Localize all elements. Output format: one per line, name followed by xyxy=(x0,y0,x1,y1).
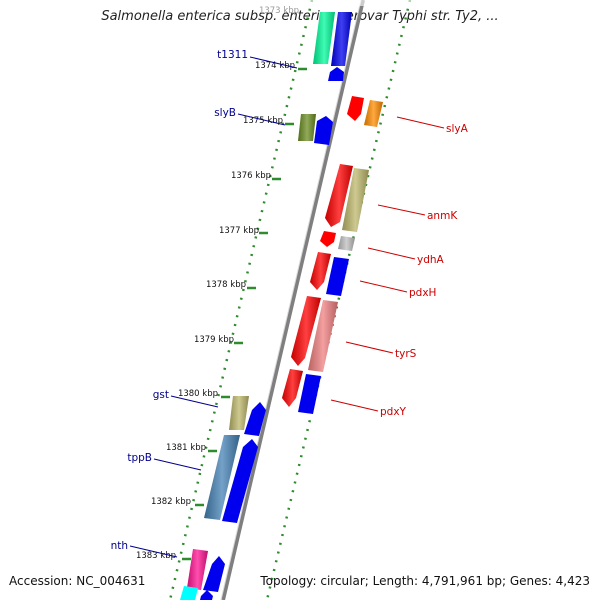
label-t1311: t1311 xyxy=(217,49,248,61)
top-fade xyxy=(300,0,420,6)
tick-label-1380: 1380 kbp xyxy=(178,389,218,399)
label-tyrS: tyrS xyxy=(395,348,417,360)
gene-red-pdxY-shade xyxy=(282,369,303,407)
gene-blue-tppB xyxy=(222,439,258,523)
gene-red-pdxH-shade xyxy=(310,252,331,290)
label-tppB: tppB xyxy=(127,452,152,464)
gene-ydhA-shade xyxy=(338,236,355,251)
leader-anmK xyxy=(377,204,426,216)
gene-blue-bottom xyxy=(200,590,213,600)
gene-slyB-shade xyxy=(298,114,316,141)
accession-text: Accession: NC_004631 xyxy=(9,574,146,588)
leader-gst xyxy=(170,395,219,408)
leader-slyB xyxy=(237,113,286,126)
map-title: Salmonella enterica subsp. enterica sero… xyxy=(101,9,499,24)
gene-blue-nth xyxy=(203,556,225,592)
gene-red-anmK-shade xyxy=(325,164,353,227)
gene-pdxH xyxy=(326,257,349,296)
gene-slyA-shade xyxy=(364,100,383,127)
leader-t1311 xyxy=(249,56,298,69)
tick-label-1377: 1377 kbp xyxy=(219,226,259,236)
leader-tyrS xyxy=(345,341,394,354)
leader-tppB xyxy=(153,458,202,471)
gene-t1311-shade xyxy=(313,12,335,64)
label-gst: gst xyxy=(153,389,169,401)
gene-tppB-shade xyxy=(204,435,240,520)
tick-label-1375: 1375 kbp xyxy=(243,116,283,126)
leader-nth xyxy=(129,545,178,558)
topology-summary: Topology: circular; Length: 4,791,961 bp… xyxy=(260,574,590,588)
gene-red-tyrS-shade xyxy=(291,296,321,366)
tick-label-1376: 1376 kbp xyxy=(231,171,271,181)
leader-pdxY xyxy=(330,399,379,412)
leader-slyA xyxy=(396,116,445,129)
gene-pdxY xyxy=(298,374,321,414)
tick-label-1381: 1381 kbp xyxy=(166,443,206,453)
gene-tyrS-shade xyxy=(308,300,338,372)
tick-label-1373: 1373 kbp xyxy=(259,6,299,16)
tick-label-1378: 1378 kbp xyxy=(206,280,246,290)
gene-blue-gst xyxy=(244,402,266,436)
label-slyA: slyA xyxy=(446,123,469,135)
gene-aqua-bottom xyxy=(180,586,198,600)
gene-blue-top-shade xyxy=(331,12,352,66)
label-pdxH: pdxH xyxy=(409,287,436,299)
gene-gst-shade xyxy=(229,396,249,430)
tick-label-1374: 1374 kbp xyxy=(255,61,295,71)
gene-blue-small-top xyxy=(328,67,344,81)
tick-label-1379: 1379 kbp xyxy=(194,335,234,345)
genome-backbone-highlight xyxy=(220,0,362,600)
tick-label-1382: 1382 kbp xyxy=(151,497,191,507)
tick-label-1383: 1383 kbp xyxy=(136,551,176,561)
gene-red-ydhA xyxy=(320,231,336,247)
label-nth: nth xyxy=(111,540,128,552)
genome-backbone xyxy=(221,0,365,600)
leader-pdxH xyxy=(359,280,408,293)
inner-dotted-track xyxy=(168,0,314,600)
ruler-ticks xyxy=(182,67,307,561)
leader-ydhA xyxy=(367,247,416,260)
label-anmK: anmK xyxy=(427,210,458,222)
label-pdxY: pdxY xyxy=(380,406,407,418)
label-ydhA: ydhA xyxy=(417,254,445,266)
outer-dotted-track xyxy=(265,0,412,600)
label-slyB: slyB xyxy=(214,107,236,119)
gene-nth-shade xyxy=(187,549,208,590)
gene-red-slyA xyxy=(347,96,364,121)
gene-anmK-shade xyxy=(342,168,369,232)
gene-blue-slyB xyxy=(314,116,333,145)
